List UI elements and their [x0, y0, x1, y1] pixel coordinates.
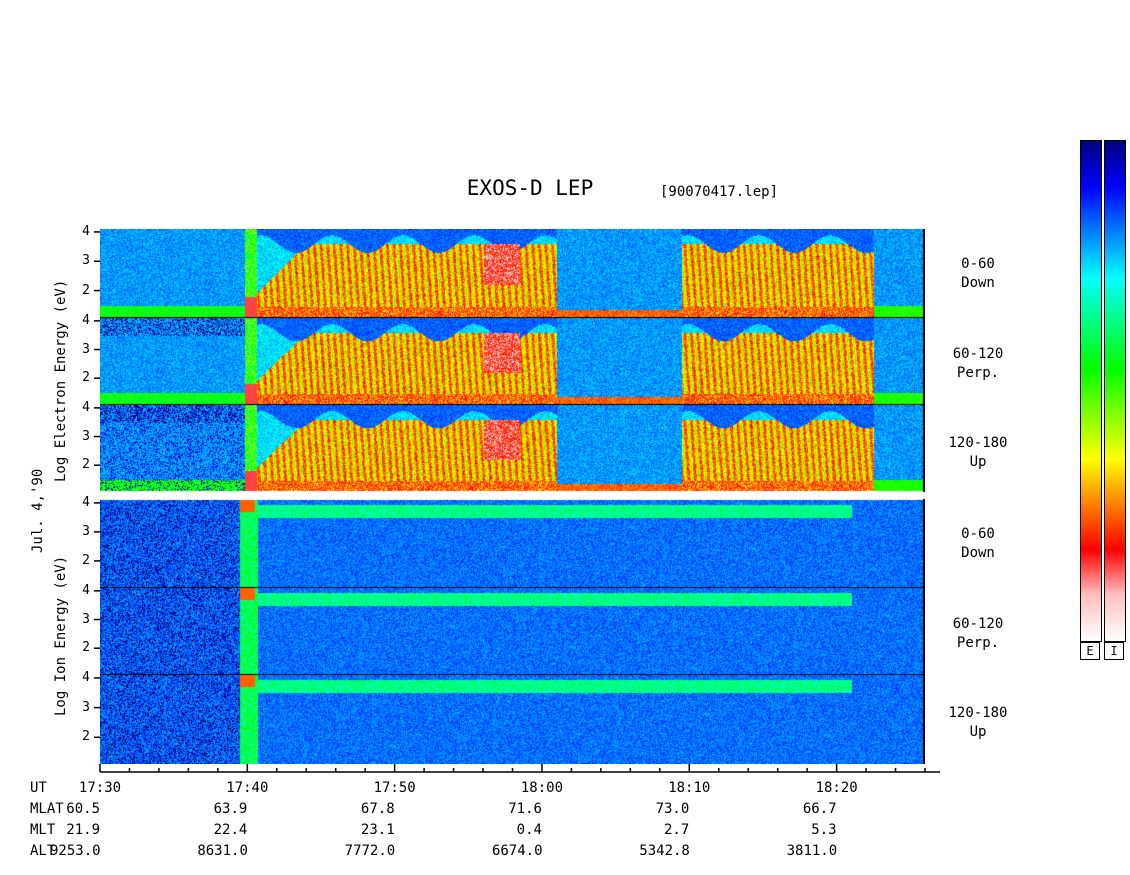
y-tick-label: 3: [82, 699, 90, 715]
y-tick-label: 4: [82, 223, 90, 239]
table-cell: 18:00: [520, 780, 564, 796]
table-cell: 17:50: [373, 780, 416, 796]
colorbar-label-e: E: [1080, 642, 1100, 660]
table-cell: 17:30: [78, 780, 122, 796]
chart-title: EXOS-D LEP: [466, 176, 594, 200]
colorbar-ion: [1104, 140, 1126, 642]
panel-pitch-label: 0-60: [961, 256, 995, 272]
panel-label: 0-60 Down: [938, 525, 1018, 563]
panel-direction-label: Up: [969, 724, 987, 740]
y-tick-label: 4: [82, 312, 90, 328]
colorbar-label-i: I: [1104, 642, 1124, 660]
table-row-label: UT: [30, 780, 47, 796]
table-cell: 67.8: [360, 801, 395, 817]
table-cell: 5.3: [811, 822, 837, 838]
table-cell: 9253.0: [50, 843, 101, 859]
panel-label: 60-120 Perp.: [938, 345, 1018, 383]
y-tick-label: 2: [82, 552, 90, 568]
table-cell: 63.9: [213, 801, 248, 817]
panel-label: 120-180 Up: [938, 434, 1018, 472]
y-tick-label: 3: [82, 523, 90, 539]
y-tick-label: 3: [82, 341, 90, 357]
table-cell: 22.4: [213, 822, 248, 838]
panel-pitch-label: 60-120: [952, 346, 1004, 362]
panel-label: 120-180 Up: [938, 704, 1018, 742]
panel-direction-label: Perp.: [956, 635, 1000, 651]
colorbar-electron: [1080, 140, 1102, 642]
table-row-label: MLAT: [30, 801, 64, 817]
table-cell: 21.9: [66, 822, 100, 838]
y-tick-label: 2: [82, 282, 90, 298]
table-cell: 66.7: [802, 801, 837, 817]
table-row-label: ALT: [30, 843, 56, 859]
table-cell: 73.0: [655, 801, 690, 817]
y-tick-label: 2: [82, 457, 90, 473]
y-tick-label: 2: [82, 729, 90, 745]
spectrogram-panels: [100, 229, 925, 764]
table-cell: 6674.0: [491, 843, 543, 859]
table-cell: 2.7: [663, 822, 690, 838]
panel-direction-label: Down: [961, 545, 995, 561]
y-tick-label: 4: [82, 582, 90, 598]
table-cell: 5342.8: [639, 843, 690, 859]
table-cell: 8631.0: [197, 843, 248, 859]
panel-pitch-label: 60-120: [952, 616, 1004, 632]
panel-label: 0-60 Down: [938, 255, 1018, 293]
panel-direction-label: Up: [969, 454, 987, 470]
panel-pitch-label: 120-180: [948, 705, 1008, 721]
table-cell: 71.6: [508, 801, 542, 817]
y-tick-label: 3: [82, 611, 90, 627]
table-cell: 18:20: [815, 780, 858, 796]
y-tick-label: 3: [82, 428, 90, 444]
panel-pitch-label: 120-180: [948, 435, 1008, 451]
panel-pitch-label: 0-60: [961, 526, 995, 542]
table-cell: 7772.0: [344, 843, 396, 859]
panel-label: 60-120 Perp.: [938, 615, 1018, 653]
panel-direction-label: Perp.: [956, 365, 1000, 381]
file-label: [90070417.lep]: [660, 184, 779, 200]
y-tick-label: 4: [82, 399, 90, 415]
table-cell: 17:40: [226, 780, 269, 796]
table-cell: 0.4: [516, 822, 542, 838]
y-tick-label: 2: [82, 370, 90, 386]
table-cell: 3811.0: [786, 843, 838, 859]
table-row-label: MLT: [30, 822, 56, 838]
y-tick-label: 3: [82, 253, 90, 269]
y-tick-label: 4: [82, 494, 90, 510]
y-tick-label: 2: [82, 640, 90, 656]
table-cell: 23.1: [360, 822, 395, 838]
table-cell: 60.5: [66, 801, 100, 817]
table-cell: 18:10: [668, 780, 711, 796]
panel-direction-label: Down: [961, 275, 995, 291]
y-tick-label: 4: [82, 669, 90, 685]
